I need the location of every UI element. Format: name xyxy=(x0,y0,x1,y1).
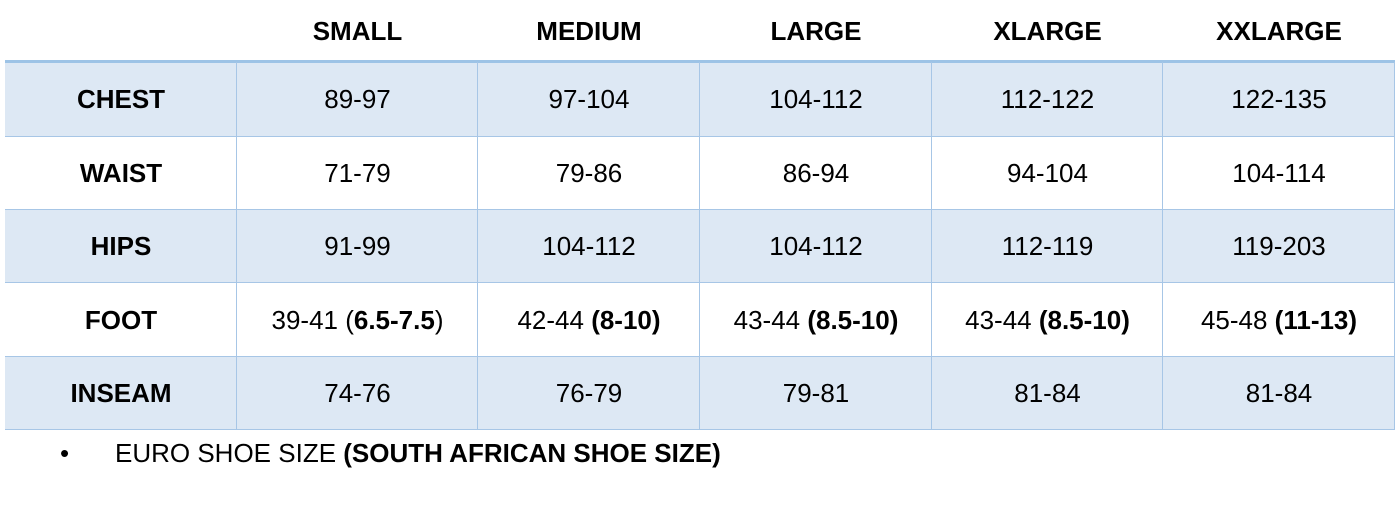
table-cell: 79-86 xyxy=(555,158,623,188)
table-cell: 94-104 xyxy=(1007,158,1088,188)
table-cell: 104-112 xyxy=(478,210,700,283)
row-label: INSEAM xyxy=(5,357,237,430)
row-label: HIPS xyxy=(5,210,237,283)
text-segment: (11-13) xyxy=(1274,304,1358,335)
table-cell: 42-44 (8-10) xyxy=(478,283,700,357)
table-cell: 81-84 xyxy=(932,357,1163,430)
text-segment: (8.5-10) xyxy=(807,304,899,335)
table-cell: 97-104 xyxy=(478,62,700,137)
table-cell: 104-114 xyxy=(1232,158,1326,188)
row-line xyxy=(5,282,1395,283)
column-line xyxy=(477,62,478,430)
column-line xyxy=(1162,62,1163,430)
text-segment: 43-44 xyxy=(965,304,1039,335)
table-cell: 71-79 xyxy=(324,158,391,188)
text-segment: (SOUTH AFRICAN SHOE SIZE) xyxy=(343,438,721,468)
column-header: XLARGE xyxy=(993,15,1102,46)
table-cell: 81-84 xyxy=(1163,357,1395,430)
table-cell: 74-76 xyxy=(237,357,478,430)
column-header: SMALL xyxy=(312,15,403,46)
column-header: MEDIUM xyxy=(536,15,642,46)
column-line xyxy=(931,62,932,430)
row-label: WAIST xyxy=(79,158,163,188)
row-line xyxy=(5,356,1395,357)
table-cell: 43-44 (8.5-10) xyxy=(700,283,932,357)
row-label: CHEST xyxy=(5,62,237,137)
bullet: • xyxy=(60,438,70,468)
text-segment: 6.5-7.5 xyxy=(353,304,435,335)
row-line xyxy=(5,209,1395,210)
text-segment: 42-44 xyxy=(517,304,592,335)
table-cell: 119-203 xyxy=(1163,210,1395,283)
table-cell: 112-119 xyxy=(932,210,1163,283)
text-segment: EURO SHOE SIZE xyxy=(115,438,344,468)
table-cell: 39-41 (6.5-7.5) xyxy=(237,283,478,357)
row-line xyxy=(5,429,1395,430)
table-cell: 104-112 xyxy=(700,210,932,283)
table-cell: 112-122 xyxy=(932,62,1163,137)
note: • EURO SHOE SIZE (SOUTH AFRICAN SHOE SIZ… xyxy=(0,434,1400,472)
column-line xyxy=(236,62,237,430)
text-segment: ) xyxy=(434,304,444,335)
table-cell: 122-135 xyxy=(1163,62,1395,137)
table-cell: 86-94 xyxy=(782,158,850,188)
table-cell: 43-44 (8.5-10) xyxy=(932,283,1163,357)
row-label: FOOT xyxy=(84,304,158,335)
column-line xyxy=(699,62,700,430)
table-cell: 76-79 xyxy=(478,357,700,430)
text-segment: 43-44 xyxy=(733,304,808,335)
table-cell: 79-81 xyxy=(700,357,932,430)
text-segment: 45-48 xyxy=(1200,304,1275,335)
table-cell: 89-97 xyxy=(237,62,478,137)
row-line xyxy=(5,136,1395,137)
column-header: LARGE xyxy=(770,15,862,46)
text-segment: (8.5-10) xyxy=(1038,304,1130,335)
page: {"table": { "columns": ["SMALL", "MEDIUM… xyxy=(0,15,1400,472)
header-line xyxy=(5,60,1395,63)
column-header: XXLARGE xyxy=(1216,15,1342,46)
text-segment: 39-41 ( xyxy=(271,304,354,335)
text-segment: (8-10) xyxy=(591,304,661,335)
table-cell: 45-48 (11-13) xyxy=(1163,283,1395,357)
table-cell: 104-112 xyxy=(700,62,932,137)
column-line xyxy=(1394,62,1395,430)
table-cell: 91-99 xyxy=(237,210,478,283)
note-text: EURO SHOE SIZE (SOUTH AFRICAN SHOE SIZE) xyxy=(115,434,721,472)
